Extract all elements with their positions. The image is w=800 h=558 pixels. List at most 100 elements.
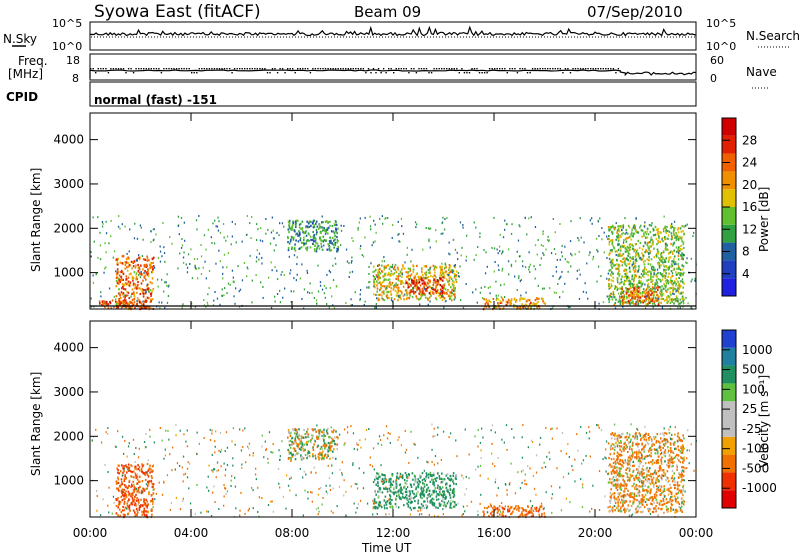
echo-cell (649, 246, 651, 248)
echo-cell (97, 257, 98, 259)
freq-point (219, 68, 220, 69)
echo-cell (378, 299, 380, 301)
echo-cell (384, 477, 386, 479)
echo-cell (389, 281, 391, 283)
echo-cell (506, 301, 508, 303)
echo-cell (228, 252, 229, 254)
echo-cell (263, 297, 264, 299)
freq-point (454, 68, 455, 69)
echo-cell (120, 470, 122, 472)
echo-cell (322, 249, 324, 251)
echo-cell (674, 237, 676, 239)
cpid-label: CPID (6, 90, 38, 104)
echo-cell (387, 264, 389, 266)
echo-cell (449, 492, 451, 494)
echo-cell (662, 261, 664, 263)
freq-point (201, 68, 202, 69)
echo-cell (502, 270, 503, 272)
echo-cell (418, 486, 420, 488)
echo-cell (329, 225, 330, 227)
echo-cell (637, 249, 639, 251)
echo-cell (669, 291, 671, 293)
echo-cell (150, 241, 151, 243)
echo-cell (575, 253, 576, 255)
freq-point (456, 68, 457, 69)
echo-cell (656, 462, 658, 464)
echo-cell (641, 499, 643, 501)
echo-cell (672, 287, 674, 289)
echo-cell (678, 277, 680, 279)
echo-cell (276, 232, 277, 234)
echo-cell (142, 301, 143, 303)
echo-cell (525, 266, 526, 268)
echo-cell (346, 249, 347, 251)
echo-cell (663, 298, 664, 300)
echo-cell (613, 291, 615, 293)
echo-cell (396, 275, 398, 277)
echo-cell (421, 503, 423, 505)
echo-cell (601, 227, 602, 229)
echo-cell (661, 252, 662, 254)
echo-cell (663, 230, 664, 232)
echo-cell (679, 292, 681, 294)
echo-cell (226, 266, 227, 268)
echo-cell (257, 228, 258, 230)
echo-cell (316, 221, 318, 223)
echo-cell (682, 287, 684, 289)
echo-cell (428, 476, 430, 478)
echo-cell (401, 218, 402, 220)
echo-cell (629, 271, 631, 273)
echo-cell (150, 289, 151, 291)
echo-cell (658, 470, 660, 472)
echo-cell (477, 246, 478, 248)
echo-cell (118, 288, 119, 290)
echo-cell (658, 257, 659, 259)
echo-cell (659, 264, 661, 266)
echo-cell (137, 284, 139, 286)
echo-cell (677, 300, 678, 302)
echo-cell (109, 288, 110, 290)
echo-cell (436, 499, 438, 501)
echo-cell (303, 429, 305, 431)
freq-point (257, 68, 258, 69)
echo-cell (621, 288, 623, 290)
echo-cell (454, 265, 455, 267)
echo-cell (314, 245, 316, 247)
echo-cell (134, 498, 136, 500)
echo-cell (147, 268, 149, 270)
echo-cell (635, 303, 637, 305)
echo-cell (414, 292, 416, 294)
echo-cell (328, 446, 330, 448)
echo-cell (671, 287, 673, 289)
echo-cell (377, 265, 378, 267)
echo-cell (629, 244, 630, 246)
echo-cell (136, 497, 138, 499)
echo-cell (123, 296, 125, 298)
echo-cell (260, 281, 261, 283)
echo-cell (389, 479, 391, 481)
echo-cell (442, 496, 444, 498)
freq-point (189, 68, 190, 69)
echo-cell (420, 278, 422, 280)
echo-cell (666, 291, 668, 293)
echo-cell (450, 475, 452, 477)
echo-cell (141, 511, 143, 513)
echo-cell (146, 514, 148, 516)
echo-cell (351, 237, 352, 239)
echo-cell (128, 491, 130, 493)
echo-cell (152, 498, 154, 500)
echo-cell (680, 227, 682, 229)
echo-cell (681, 258, 683, 260)
echo-cell (661, 292, 663, 294)
echo-cell (378, 473, 380, 475)
echo-cell (453, 475, 455, 477)
echo-cell (665, 246, 667, 248)
echo-cell (335, 263, 336, 265)
echo-cell (382, 474, 384, 476)
echo-cell (320, 281, 321, 283)
echo-cell (507, 506, 509, 508)
echo-cell (147, 485, 149, 487)
freq-point (272, 68, 273, 69)
echo-cell (658, 298, 659, 300)
echo-cell (632, 292, 634, 294)
